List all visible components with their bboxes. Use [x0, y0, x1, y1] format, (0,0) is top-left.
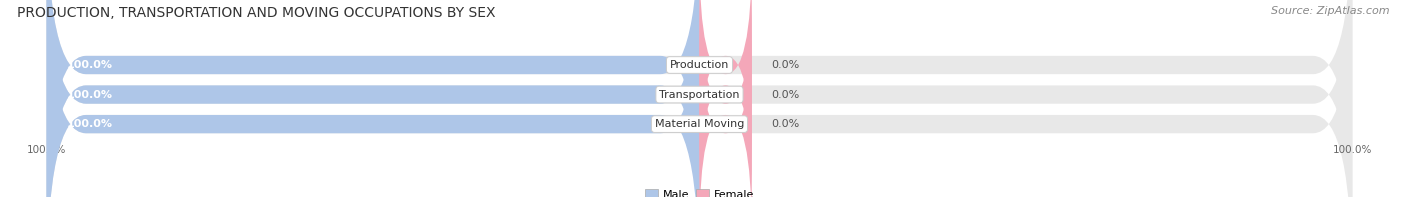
FancyBboxPatch shape	[46, 0, 700, 197]
Text: Production: Production	[669, 60, 730, 70]
FancyBboxPatch shape	[46, 0, 700, 197]
FancyBboxPatch shape	[700, 0, 752, 174]
FancyBboxPatch shape	[46, 0, 1353, 197]
FancyBboxPatch shape	[700, 15, 752, 197]
Text: 0.0%: 0.0%	[772, 119, 800, 129]
FancyBboxPatch shape	[700, 0, 752, 197]
FancyBboxPatch shape	[46, 0, 700, 197]
Text: 100.0%: 100.0%	[66, 119, 112, 129]
Text: 100.0%: 100.0%	[66, 90, 112, 99]
Text: Source: ZipAtlas.com: Source: ZipAtlas.com	[1271, 6, 1389, 16]
FancyBboxPatch shape	[46, 0, 1353, 197]
Text: 0.0%: 0.0%	[772, 60, 800, 70]
Text: 0.0%: 0.0%	[772, 90, 800, 99]
Text: 100.0%: 100.0%	[66, 60, 112, 70]
Text: Material Moving: Material Moving	[655, 119, 744, 129]
Text: Transportation: Transportation	[659, 90, 740, 99]
FancyBboxPatch shape	[46, 0, 1353, 197]
Legend: Male, Female: Male, Female	[641, 185, 758, 197]
Text: PRODUCTION, TRANSPORTATION AND MOVING OCCUPATIONS BY SEX: PRODUCTION, TRANSPORTATION AND MOVING OC…	[17, 6, 495, 20]
